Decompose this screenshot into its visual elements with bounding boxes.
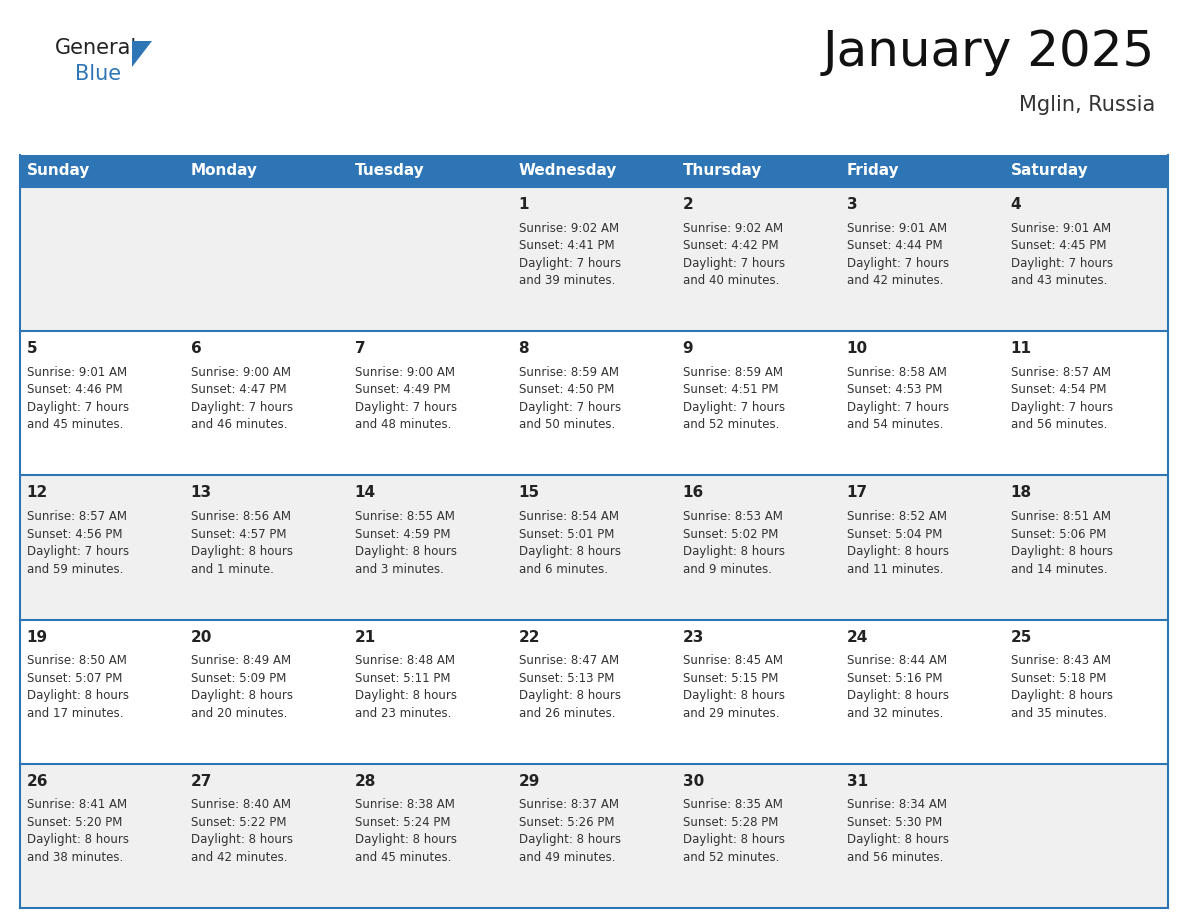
Text: Blue: Blue: [75, 64, 121, 84]
Text: Saturday: Saturday: [1011, 163, 1088, 178]
Text: Sunrise: 8:41 AM
Sunset: 5:20 PM
Daylight: 8 hours
and 38 minutes.: Sunrise: 8:41 AM Sunset: 5:20 PM Dayligh…: [26, 799, 128, 864]
Text: Sunrise: 8:35 AM
Sunset: 5:28 PM
Daylight: 8 hours
and 52 minutes.: Sunrise: 8:35 AM Sunset: 5:28 PM Dayligh…: [683, 799, 784, 864]
Text: Sunrise: 8:54 AM
Sunset: 5:01 PM
Daylight: 8 hours
and 6 minutes.: Sunrise: 8:54 AM Sunset: 5:01 PM Dayligh…: [518, 510, 620, 576]
Text: 23: 23: [683, 630, 704, 644]
Text: Sunrise: 8:45 AM
Sunset: 5:15 PM
Daylight: 8 hours
and 29 minutes.: Sunrise: 8:45 AM Sunset: 5:15 PM Dayligh…: [683, 655, 784, 720]
Text: 4: 4: [1011, 197, 1022, 212]
Text: 15: 15: [518, 486, 539, 500]
Bar: [1004, 155, 1168, 187]
Bar: [184, 155, 348, 187]
Text: 14: 14: [354, 486, 375, 500]
Text: Sunrise: 9:01 AM
Sunset: 4:45 PM
Daylight: 7 hours
and 43 minutes.: Sunrise: 9:01 AM Sunset: 4:45 PM Dayligh…: [1011, 221, 1113, 287]
Text: Sunrise: 9:02 AM
Sunset: 4:41 PM
Daylight: 7 hours
and 39 minutes.: Sunrise: 9:02 AM Sunset: 4:41 PM Dayligh…: [518, 221, 620, 287]
Text: 31: 31: [847, 774, 867, 789]
Text: Mglin, Russia: Mglin, Russia: [1019, 95, 1155, 115]
Text: Sunrise: 8:40 AM
Sunset: 5:22 PM
Daylight: 8 hours
and 42 minutes.: Sunrise: 8:40 AM Sunset: 5:22 PM Dayligh…: [190, 799, 292, 864]
Text: Sunrise: 8:37 AM
Sunset: 5:26 PM
Daylight: 8 hours
and 49 minutes.: Sunrise: 8:37 AM Sunset: 5:26 PM Dayligh…: [518, 799, 620, 864]
Text: 6: 6: [190, 341, 201, 356]
Text: Sunrise: 8:56 AM
Sunset: 4:57 PM
Daylight: 8 hours
and 1 minute.: Sunrise: 8:56 AM Sunset: 4:57 PM Dayligh…: [190, 510, 292, 576]
Text: 27: 27: [190, 774, 211, 789]
Text: 24: 24: [847, 630, 868, 644]
Text: Sunrise: 9:02 AM
Sunset: 4:42 PM
Daylight: 7 hours
and 40 minutes.: Sunrise: 9:02 AM Sunset: 4:42 PM Dayligh…: [683, 221, 785, 287]
Text: Sunday: Sunday: [26, 163, 90, 178]
Text: 19: 19: [26, 630, 48, 644]
Text: 5: 5: [26, 341, 37, 356]
Text: Sunrise: 8:44 AM
Sunset: 5:16 PM
Daylight: 8 hours
and 32 minutes.: Sunrise: 8:44 AM Sunset: 5:16 PM Dayligh…: [847, 655, 948, 720]
Text: Monday: Monday: [190, 163, 258, 178]
Text: Sunrise: 9:00 AM
Sunset: 4:47 PM
Daylight: 7 hours
and 46 minutes.: Sunrise: 9:00 AM Sunset: 4:47 PM Dayligh…: [190, 365, 292, 431]
Text: Sunrise: 9:01 AM
Sunset: 4:46 PM
Daylight: 7 hours
and 45 minutes.: Sunrise: 9:01 AM Sunset: 4:46 PM Dayligh…: [26, 365, 128, 431]
Text: 18: 18: [1011, 486, 1031, 500]
Text: 3: 3: [847, 197, 858, 212]
Text: Sunrise: 8:58 AM
Sunset: 4:53 PM
Daylight: 7 hours
and 54 minutes.: Sunrise: 8:58 AM Sunset: 4:53 PM Dayligh…: [847, 365, 949, 431]
Text: Tuesday: Tuesday: [354, 163, 424, 178]
Text: Sunrise: 8:51 AM
Sunset: 5:06 PM
Daylight: 8 hours
and 14 minutes.: Sunrise: 8:51 AM Sunset: 5:06 PM Dayligh…: [1011, 510, 1112, 576]
Text: 28: 28: [354, 774, 375, 789]
Bar: [840, 155, 1004, 187]
Bar: [348, 155, 512, 187]
Bar: [20, 187, 1168, 331]
Text: Thursday: Thursday: [683, 163, 762, 178]
Text: 1: 1: [518, 197, 529, 212]
Text: 12: 12: [26, 486, 48, 500]
Bar: [512, 155, 676, 187]
Text: Sunrise: 8:38 AM
Sunset: 5:24 PM
Daylight: 8 hours
and 45 minutes.: Sunrise: 8:38 AM Sunset: 5:24 PM Dayligh…: [354, 799, 456, 864]
Text: January 2025: January 2025: [823, 28, 1155, 76]
Text: Sunrise: 8:47 AM
Sunset: 5:13 PM
Daylight: 8 hours
and 26 minutes.: Sunrise: 8:47 AM Sunset: 5:13 PM Dayligh…: [518, 655, 620, 720]
Text: 16: 16: [683, 486, 703, 500]
Text: General: General: [55, 38, 138, 58]
Text: Sunrise: 8:59 AM
Sunset: 4:51 PM
Daylight: 7 hours
and 52 minutes.: Sunrise: 8:59 AM Sunset: 4:51 PM Dayligh…: [683, 365, 785, 431]
Text: 13: 13: [190, 486, 211, 500]
Text: Sunrise: 9:00 AM
Sunset: 4:49 PM
Daylight: 7 hours
and 48 minutes.: Sunrise: 9:00 AM Sunset: 4:49 PM Dayligh…: [354, 365, 456, 431]
Bar: [20, 155, 184, 187]
Text: Sunrise: 8:52 AM
Sunset: 5:04 PM
Daylight: 8 hours
and 11 minutes.: Sunrise: 8:52 AM Sunset: 5:04 PM Dayligh…: [847, 510, 948, 576]
Text: 9: 9: [683, 341, 693, 356]
Text: 10: 10: [847, 341, 867, 356]
Bar: [676, 155, 840, 187]
Text: 26: 26: [26, 774, 48, 789]
Text: Sunrise: 8:57 AM
Sunset: 4:56 PM
Daylight: 7 hours
and 59 minutes.: Sunrise: 8:57 AM Sunset: 4:56 PM Dayligh…: [26, 510, 128, 576]
Text: 2: 2: [683, 197, 694, 212]
Text: Sunrise: 8:59 AM
Sunset: 4:50 PM
Daylight: 7 hours
and 50 minutes.: Sunrise: 8:59 AM Sunset: 4:50 PM Dayligh…: [518, 365, 620, 431]
Polygon shape: [132, 41, 152, 67]
Text: Sunrise: 8:49 AM
Sunset: 5:09 PM
Daylight: 8 hours
and 20 minutes.: Sunrise: 8:49 AM Sunset: 5:09 PM Dayligh…: [190, 655, 292, 720]
Text: Sunrise: 8:34 AM
Sunset: 5:30 PM
Daylight: 8 hours
and 56 minutes.: Sunrise: 8:34 AM Sunset: 5:30 PM Dayligh…: [847, 799, 948, 864]
Text: 20: 20: [190, 630, 211, 644]
Text: 22: 22: [518, 630, 541, 644]
Text: 7: 7: [354, 341, 365, 356]
Text: 17: 17: [847, 486, 867, 500]
Text: Sunrise: 8:57 AM
Sunset: 4:54 PM
Daylight: 7 hours
and 56 minutes.: Sunrise: 8:57 AM Sunset: 4:54 PM Dayligh…: [1011, 365, 1113, 431]
Text: 25: 25: [1011, 630, 1032, 644]
Text: Sunrise: 8:53 AM
Sunset: 5:02 PM
Daylight: 8 hours
and 9 minutes.: Sunrise: 8:53 AM Sunset: 5:02 PM Dayligh…: [683, 510, 784, 576]
Text: 8: 8: [518, 341, 529, 356]
Text: 30: 30: [683, 774, 703, 789]
Bar: [20, 476, 1168, 620]
Text: Sunrise: 8:48 AM
Sunset: 5:11 PM
Daylight: 8 hours
and 23 minutes.: Sunrise: 8:48 AM Sunset: 5:11 PM Dayligh…: [354, 655, 456, 720]
Text: Sunrise: 8:50 AM
Sunset: 5:07 PM
Daylight: 8 hours
and 17 minutes.: Sunrise: 8:50 AM Sunset: 5:07 PM Dayligh…: [26, 655, 128, 720]
Text: Sunrise: 9:01 AM
Sunset: 4:44 PM
Daylight: 7 hours
and 42 minutes.: Sunrise: 9:01 AM Sunset: 4:44 PM Dayligh…: [847, 221, 949, 287]
Text: 21: 21: [354, 630, 375, 644]
Text: Sunrise: 8:55 AM
Sunset: 4:59 PM
Daylight: 8 hours
and 3 minutes.: Sunrise: 8:55 AM Sunset: 4:59 PM Dayligh…: [354, 510, 456, 576]
Bar: [20, 620, 1168, 764]
Bar: [20, 331, 1168, 476]
Text: 11: 11: [1011, 341, 1031, 356]
Text: Friday: Friday: [847, 163, 899, 178]
Text: Wednesday: Wednesday: [518, 163, 617, 178]
Bar: [20, 764, 1168, 908]
Text: 29: 29: [518, 774, 539, 789]
Text: Sunrise: 8:43 AM
Sunset: 5:18 PM
Daylight: 8 hours
and 35 minutes.: Sunrise: 8:43 AM Sunset: 5:18 PM Dayligh…: [1011, 655, 1112, 720]
